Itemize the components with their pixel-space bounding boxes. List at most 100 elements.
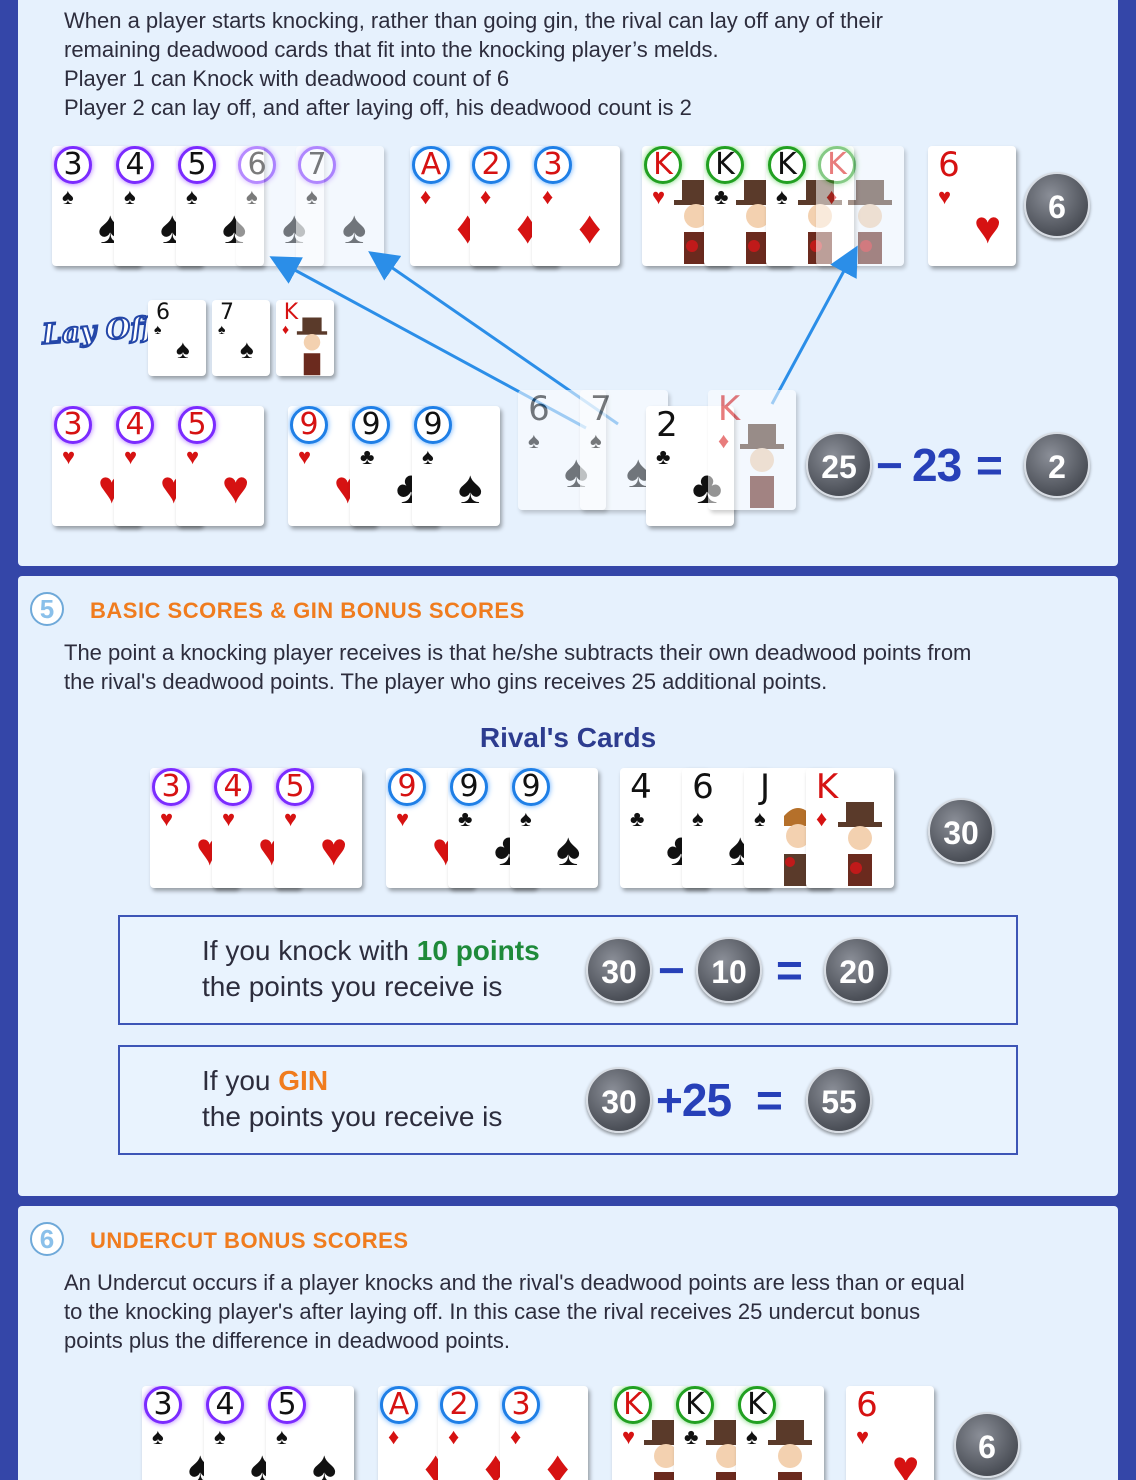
rank-a: A: [380, 1386, 418, 1424]
rank-9: 9: [352, 406, 390, 444]
rank-2: 2: [472, 146, 510, 184]
rank-4: 4: [116, 146, 154, 184]
gin-op: +25: [656, 1074, 732, 1126]
diamond-icon: ♦: [420, 184, 432, 209]
card-k-diamonds-ghost: K ♦: [816, 146, 904, 266]
king-portrait-icon: [768, 1420, 812, 1480]
heart-icon: ♥: [160, 806, 174, 831]
intro-line-1: When a player starts knocking, rather th…: [64, 8, 883, 33]
lay-off-panel: When a player starts knocking, rather th…: [18, 0, 1118, 566]
rank-7: 7: [590, 390, 612, 429]
spade-icon: ♠: [312, 1441, 337, 1480]
rank-9: 9: [414, 406, 452, 444]
king-portrait-icon: [848, 180, 892, 264]
knock-line-2: the points you receive is: [202, 971, 503, 1002]
intro-line-3: Player 1 can Knock with deadwood count o…: [64, 66, 510, 91]
spade-icon: ♠: [186, 184, 198, 209]
equation-left-badge: 25: [806, 432, 872, 498]
diamond-icon: ♦: [388, 1424, 400, 1449]
rank-a: A: [412, 146, 450, 184]
equation-result-badge: 2: [1024, 432, 1090, 498]
knock-line-1: If you knock with 10 points: [202, 933, 540, 969]
diamond-icon: ♦: [578, 201, 602, 253]
rank-3: 3: [54, 146, 92, 184]
king-portrait-icon: [736, 180, 780, 264]
spade-icon: ♠: [528, 428, 540, 453]
knock-prefix: If you knock with: [202, 935, 409, 966]
spade-icon: ♠: [422, 444, 434, 469]
rank-k: K: [717, 390, 741, 429]
spade-icon: ♠: [692, 806, 704, 831]
rank-k: K: [815, 768, 839, 807]
spade-icon: ♠: [342, 201, 367, 253]
rank-k: K: [738, 1386, 776, 1424]
card-9-spades: 9 ♠ ♠: [412, 406, 500, 526]
rank-k: K: [283, 300, 299, 325]
intro-line-2: remaining deadwood cards that fit into t…: [64, 37, 719, 62]
rank-5: 5: [178, 406, 216, 444]
heart-icon: ♥: [892, 1441, 920, 1480]
rank-j: J: [759, 768, 771, 807]
rank-9: 9: [290, 406, 328, 444]
heart-icon: ♥: [622, 1424, 636, 1449]
rivals-cards-title: Rival's Cards: [479, 722, 657, 753]
rank-k: K: [706, 146, 744, 184]
rank-4: 4: [214, 768, 252, 806]
card-3-diamonds: 3 ♦ ♦: [500, 1386, 588, 1480]
rank-4: 4: [630, 768, 652, 807]
diamond-icon: ♦: [718, 428, 730, 453]
rank-k: K: [676, 1386, 714, 1424]
diamond-icon: ♦: [448, 1424, 460, 1449]
section-number-6: 6: [30, 1222, 64, 1256]
rank-3: 3: [54, 406, 92, 444]
heart-icon: ♥: [320, 823, 348, 875]
section6-line-3: points plus the difference in deadwood p…: [64, 1328, 511, 1353]
card-k-diamonds-faded: K ♦: [708, 390, 796, 510]
rank-9: 9: [450, 768, 488, 806]
card-k-diamonds: K ♦: [806, 768, 894, 888]
rank-2: 2: [440, 1386, 478, 1424]
heart-icon: ♥: [62, 444, 76, 469]
rank-2: 2: [656, 406, 678, 445]
jack-portrait-icon: [784, 808, 812, 886]
heart-icon: ♥: [124, 444, 138, 469]
heart-icon: ♥: [652, 184, 666, 209]
spade-icon: ♠: [154, 321, 162, 337]
club-icon: ♣: [714, 184, 729, 209]
card-5-hearts: 5 ♥ ♥: [274, 768, 362, 888]
king-portrait-icon: [674, 180, 718, 264]
spade-icon: ♠: [776, 184, 788, 209]
diamond-icon: ♦: [816, 806, 828, 831]
heart-icon: ♥: [974, 201, 1002, 253]
rank-6: 6: [156, 300, 170, 325]
rank-k: K: [644, 146, 682, 184]
spade-icon: ♠: [556, 823, 581, 875]
diamond-icon: ♦: [546, 1441, 570, 1480]
rank-3: 3: [534, 146, 572, 184]
equation-equals: =: [976, 439, 1003, 491]
spade-icon: ♠: [746, 1424, 758, 1449]
card-9-spades: 9 ♠ ♠: [510, 768, 598, 888]
lay-off-card-7-spades: 7 ♠ ♠: [212, 300, 270, 376]
intro-line-4: Player 2 can lay off, and after laying o…: [64, 95, 692, 120]
rank-3: 3: [152, 768, 190, 806]
rank-4: 4: [116, 406, 154, 444]
spade-icon: ♠: [214, 1424, 226, 1449]
king-portrait-icon: [296, 317, 328, 376]
gin-prefix: If you: [202, 1065, 271, 1096]
diamond-icon: ♦: [282, 321, 290, 337]
diamond-icon: ♦: [510, 1424, 522, 1449]
diamond-icon: ♦: [826, 184, 838, 209]
gin-example-box: If you GIN the points you receive is 30 …: [118, 1045, 1018, 1155]
lay-off-card-6-spades: 6 ♠ ♠: [148, 300, 206, 376]
section-basic-scores: 5 BASIC SCORES & GIN BONUS SCORES The po…: [18, 576, 1118, 1196]
diamond-icon: ♦: [542, 184, 554, 209]
card-6-hearts: 6 ♥ ♥: [846, 1386, 934, 1480]
card-5-spades: 5 ♠ ♠: [266, 1386, 354, 1480]
section6-line-2: to the knocking player's after laying of…: [64, 1299, 921, 1324]
rank-6: 6: [238, 146, 276, 184]
section-title: UNDERCUT BONUS SCORES: [90, 1228, 409, 1253]
gin-highlight: GIN: [278, 1065, 329, 1096]
spade-icon: ♠: [306, 184, 318, 209]
card-7-spades-ghost: 7 ♠ ♠: [296, 146, 384, 266]
